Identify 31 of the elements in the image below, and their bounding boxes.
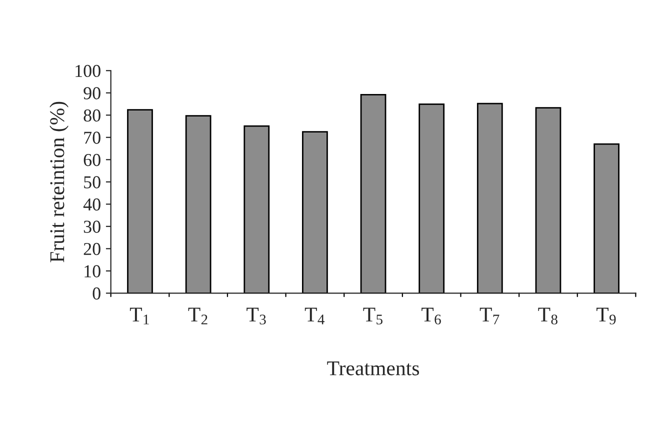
x-tick-label: T$_{3}$ xyxy=(246,308,266,324)
y-tick-label: 70 xyxy=(84,132,100,144)
bar xyxy=(302,131,328,294)
x-tick-label: T$_{2}$ xyxy=(188,308,208,324)
x-tick-label: T$_{7}$ xyxy=(480,308,500,324)
bar xyxy=(244,125,270,294)
y-tick-label: 10 xyxy=(84,265,100,278)
x-axis-title: Treatments xyxy=(327,362,420,376)
x-tick-label: T$_{9}$ xyxy=(596,308,616,324)
x-tick-label: T$_{5}$ xyxy=(363,308,382,324)
y-tick-label: 90 xyxy=(84,87,100,100)
bar xyxy=(418,104,445,294)
bar xyxy=(476,102,503,294)
y-tick-label: 100 xyxy=(76,64,100,78)
y-tick-label: 0 xyxy=(92,287,100,300)
y-tick-label: 40 xyxy=(83,198,100,211)
bar xyxy=(185,115,212,294)
y-tick-label: 80 xyxy=(84,109,100,122)
bar xyxy=(535,107,562,294)
y-axis-title: Fruit reteintion (%) xyxy=(50,102,68,262)
x-tick-label: T$_{8}$ xyxy=(538,308,558,324)
bar xyxy=(360,94,386,294)
x-tick-label: T$_{6}$ xyxy=(422,308,441,324)
y-tick-label: 30 xyxy=(84,220,100,233)
bar xyxy=(594,143,620,294)
y-tick-label: 20 xyxy=(84,242,100,256)
x-tick-label: T$_{1}$ xyxy=(130,308,149,324)
x-tick-label: T$_{4}$ xyxy=(304,308,324,324)
bar xyxy=(127,109,153,294)
y-tick-label: 50 xyxy=(84,176,100,188)
y-tick-label: 60 xyxy=(84,154,100,166)
